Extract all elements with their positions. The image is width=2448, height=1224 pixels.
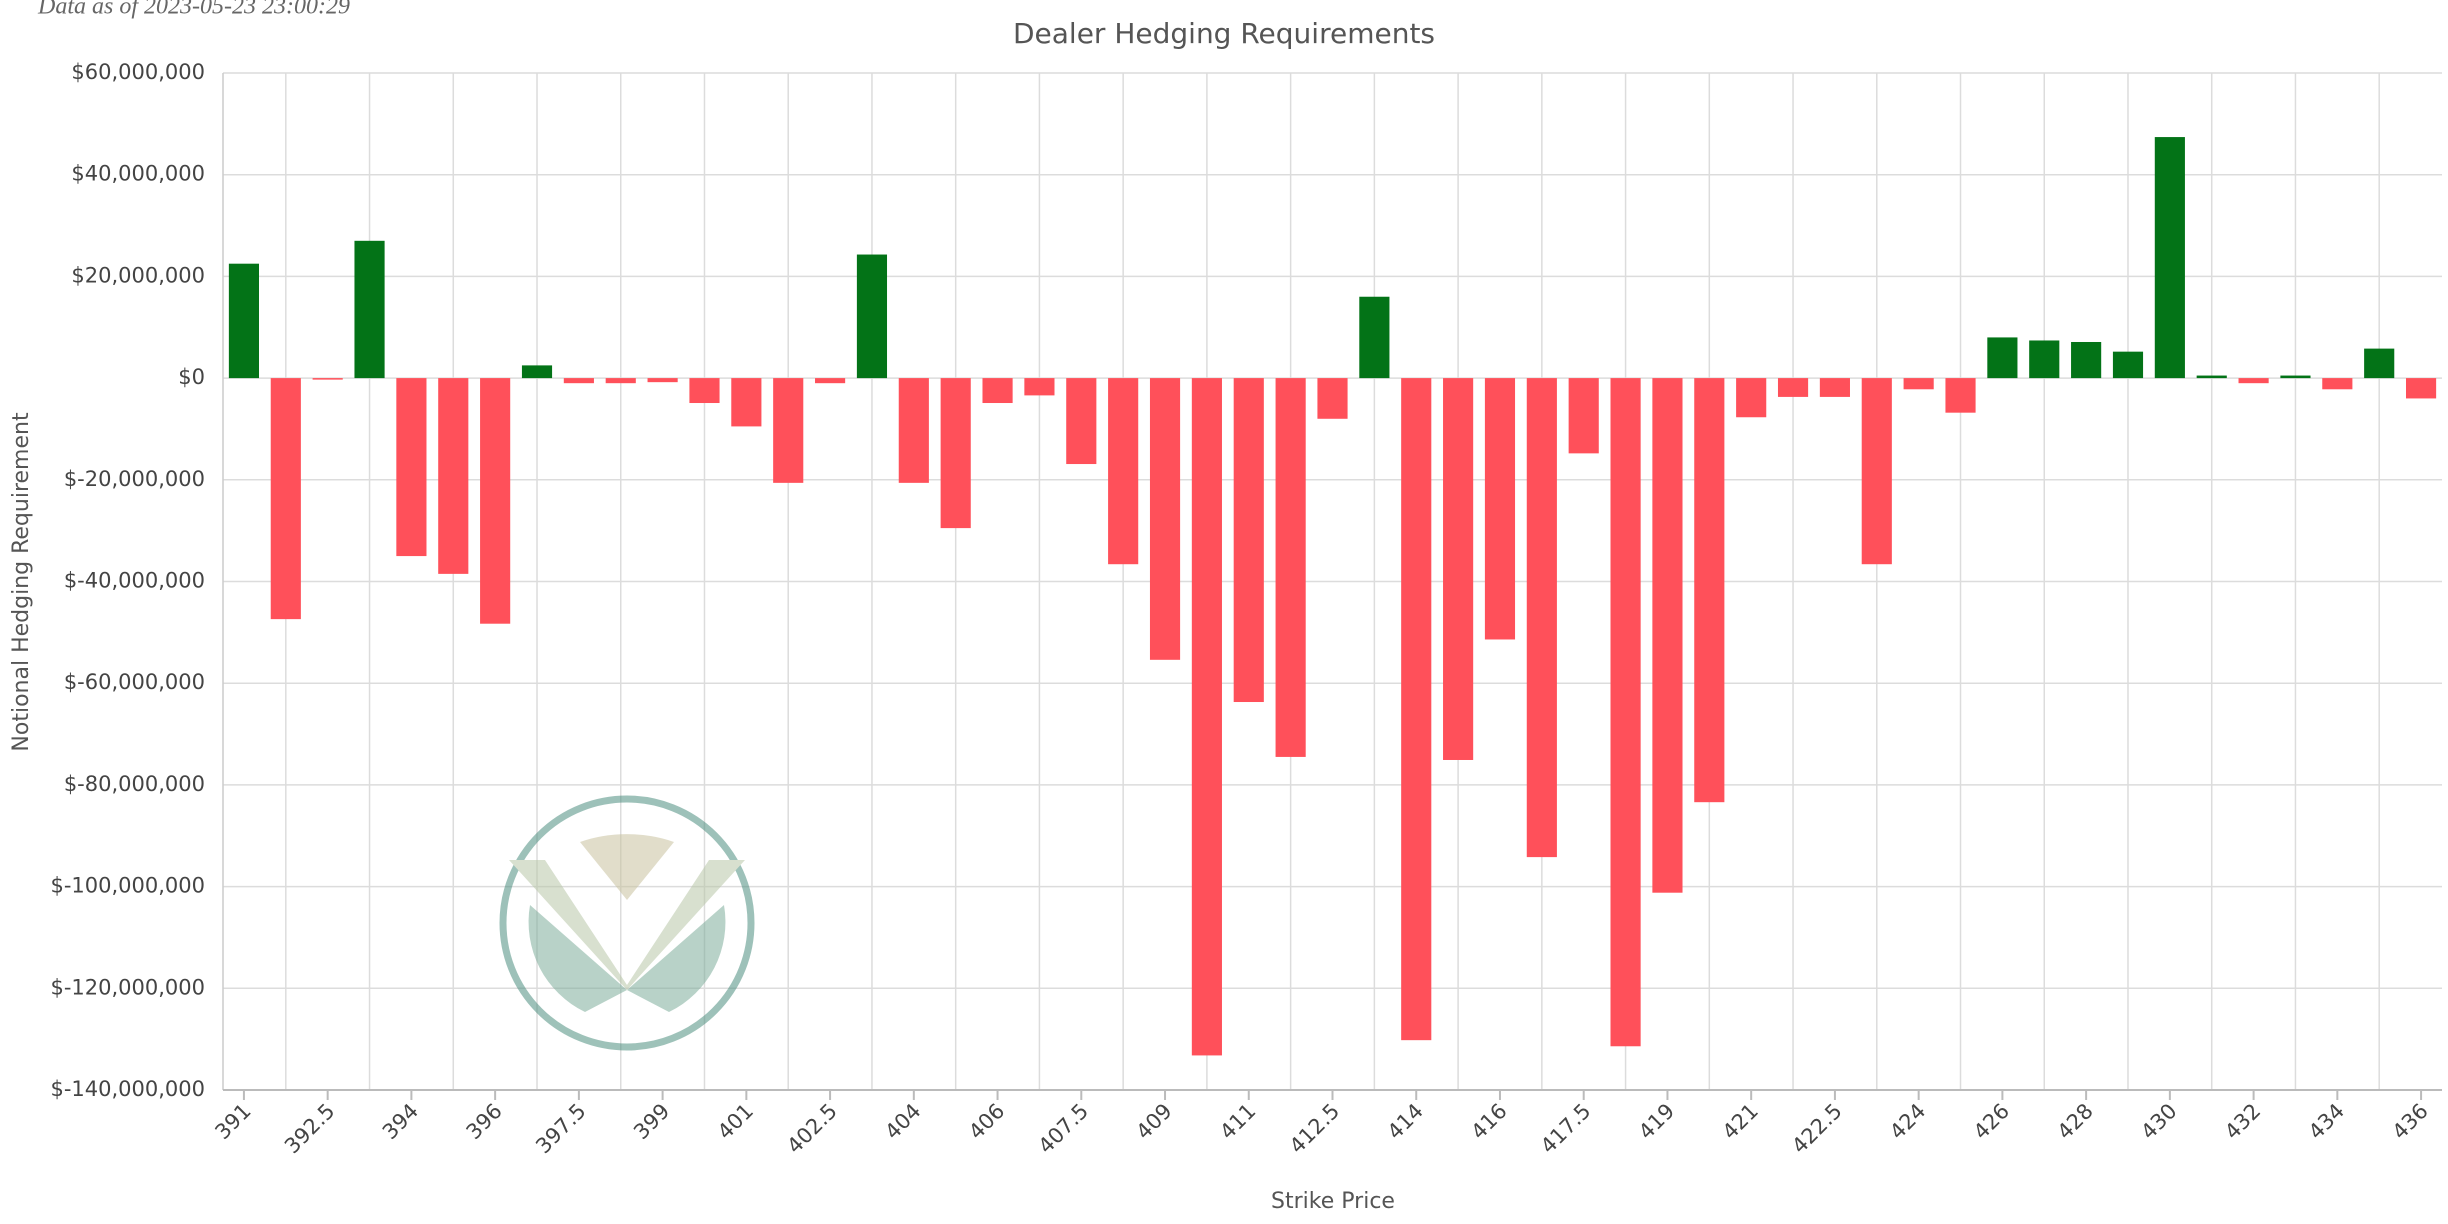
bar <box>563 378 594 384</box>
bar <box>815 378 846 384</box>
bar <box>438 378 469 574</box>
bar <box>1945 378 1976 413</box>
x-tick-label: 394 <box>378 1099 423 1144</box>
y-tick-label: $-140,000,000 <box>50 1077 205 1101</box>
bar <box>982 378 1013 404</box>
x-tick-label: 417.5 <box>1536 1099 1595 1158</box>
bar <box>1694 378 1725 803</box>
bar <box>1066 378 1097 465</box>
bar <box>1568 378 1599 454</box>
bar <box>1610 378 1641 1047</box>
bar <box>2405 378 2437 399</box>
bar <box>1861 378 1892 565</box>
x-axis-title: Strike Price <box>1271 1189 1395 1214</box>
plot-area: $-140,000,000 $-120,000,000 $-100,000,000 $… <box>50 60 2442 1158</box>
bar <box>1652 378 1683 893</box>
bar <box>2238 378 2269 384</box>
chart-subtitle: Data as of 2023-05-23 23:00:29 <box>37 0 350 20</box>
bar <box>521 365 553 379</box>
bar <box>689 378 720 404</box>
x-tick-label: 430 <box>2136 1099 2181 1144</box>
bar <box>773 378 804 483</box>
y-tick-label: $40,000,000 <box>71 162 205 186</box>
bar <box>1359 296 1390 379</box>
bar <box>270 378 301 620</box>
x-tick-label: 401 <box>713 1099 758 1144</box>
y-tick-label: $-80,000,000 <box>64 772 205 796</box>
x-tick-label: 419 <box>1634 1099 1679 1144</box>
bar <box>1526 378 1557 858</box>
bar <box>605 378 636 384</box>
chart-title: Dealer Hedging Requirements <box>1013 17 1435 50</box>
x-tick-label: 421 <box>1718 1099 1763 1144</box>
bar <box>1819 378 1850 397</box>
x-tick-label: 414 <box>1383 1099 1428 1144</box>
bar <box>396 378 427 557</box>
bar <box>1191 378 1222 1056</box>
x-tick-label: 396 <box>462 1099 507 1144</box>
bar <box>1443 378 1474 760</box>
bar <box>1401 378 1432 1041</box>
x-tick-label: 434 <box>2304 1099 2349 1144</box>
x-tick-label: 436 <box>2388 1099 2433 1144</box>
x-tick-label: 428 <box>2053 1099 2098 1144</box>
bar <box>2196 375 2227 379</box>
watermark-logo <box>499 795 755 1051</box>
x-tick-label: 416 <box>1466 1099 1511 1144</box>
x-tick-label: 411 <box>1215 1099 1260 1144</box>
x-tick-label: 424 <box>1885 1099 1930 1144</box>
x-tick-label: 409 <box>1131 1099 1176 1144</box>
x-tick-label: 397.5 <box>531 1099 590 1158</box>
bar <box>2029 340 2060 379</box>
bar <box>312 378 343 380</box>
x-tick-label: 407.5 <box>1034 1099 1093 1158</box>
x-tick-label: 404 <box>880 1099 925 1144</box>
bar <box>1736 378 1767 418</box>
bar <box>1275 378 1306 757</box>
x-tick-label: 392.5 <box>280 1099 339 1158</box>
x-tick-label: 391 <box>210 1099 255 1144</box>
bar <box>1903 378 1934 390</box>
bar <box>1317 378 1348 419</box>
bar <box>1108 378 1139 565</box>
y-tick-label: $-20,000,000 <box>64 467 205 491</box>
bar <box>354 240 385 379</box>
bar <box>940 378 971 529</box>
y-tick-label: $60,000,000 <box>71 60 205 84</box>
bar <box>480 378 511 624</box>
bar <box>1024 378 1055 396</box>
bar <box>1484 378 1516 640</box>
bar <box>228 263 260 379</box>
x-tick-label: 406 <box>964 1099 1009 1144</box>
bar <box>898 378 929 483</box>
y-tick-label: $-120,000,000 <box>50 975 205 999</box>
y-tick-label: $-100,000,000 <box>50 874 205 898</box>
y-tick-label: $0 <box>178 365 205 389</box>
bar <box>1777 378 1809 397</box>
x-tick-label: 412.5 <box>1285 1099 1344 1158</box>
bar <box>647 378 678 383</box>
x-tick-label: 402.5 <box>782 1099 841 1158</box>
bar <box>1987 337 2018 379</box>
x-tick-label: 399 <box>629 1099 674 1144</box>
bar <box>2280 375 2311 379</box>
y-tick-label: $-40,000,000 <box>64 569 205 593</box>
bar <box>2112 351 2144 379</box>
x-tick-label: 426 <box>1969 1099 2014 1144</box>
y-tick-label: $20,000,000 <box>71 263 205 287</box>
y-axis-title: Notional Hedging Requirement <box>9 412 34 752</box>
x-tick-label: 432 <box>2220 1099 2265 1144</box>
bar <box>1149 378 1181 660</box>
bar <box>2322 378 2353 390</box>
bar <box>856 254 888 379</box>
bar <box>1233 378 1264 703</box>
x-tick-label: 422.5 <box>1787 1099 1846 1158</box>
bar <box>731 378 762 427</box>
bar <box>2154 137 2185 379</box>
bar <box>2364 348 2395 379</box>
y-tick-label: $-60,000,000 <box>64 670 205 694</box>
bar <box>2071 341 2102 379</box>
